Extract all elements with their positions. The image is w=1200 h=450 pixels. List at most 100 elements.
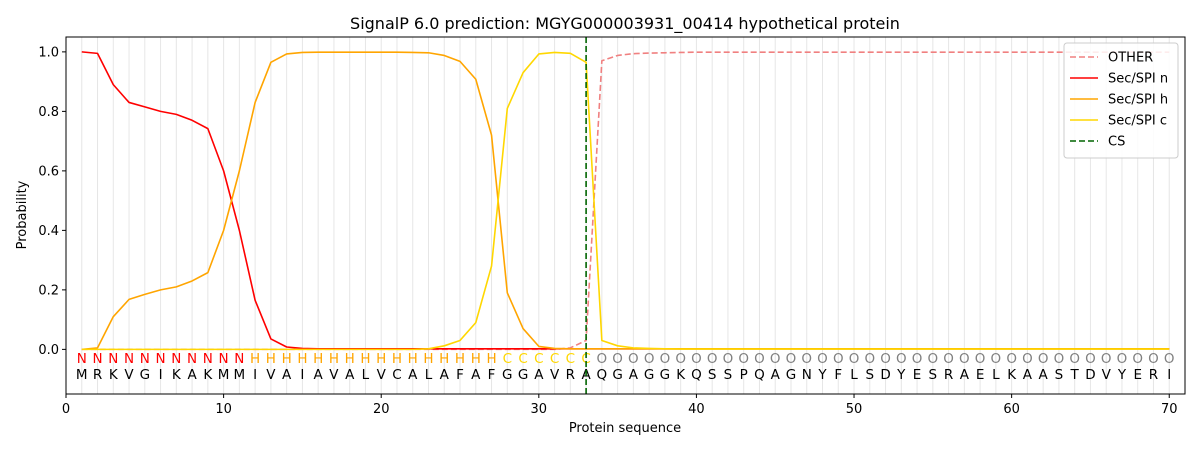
region-label: H <box>471 351 481 367</box>
residue-label: K <box>172 367 182 383</box>
region-label: N <box>187 351 197 367</box>
legend: OTHER Sec/SPI n Sec/SPI h Sec/SPI c CS <box>1063 42 1179 159</box>
region-label: O <box>723 351 734 367</box>
residue-label: V <box>550 367 560 383</box>
series-line-sec-spi-c <box>81 51 1170 351</box>
residue-label: A <box>314 367 324 383</box>
residue-label: A <box>960 367 970 383</box>
residue-label: S <box>724 367 733 383</box>
residue-label: A <box>534 367 544 383</box>
residue-label: N <box>802 367 812 383</box>
legend-label: Sec/SPI c <box>1108 114 1167 129</box>
residue-label: E <box>1133 367 1142 383</box>
region-label: O <box>660 351 671 367</box>
residue-label: R <box>944 367 953 383</box>
region-label: O <box>1038 351 1049 367</box>
region-label: O <box>1101 351 1112 367</box>
residue-label: R <box>93 367 102 383</box>
residue-label: A <box>345 367 355 383</box>
residue-label: I <box>253 367 257 383</box>
residue-label: S <box>708 367 717 383</box>
residue-label: L <box>362 367 370 383</box>
x-axis-title: Protein sequence <box>569 421 681 436</box>
region-label: N <box>203 351 213 367</box>
residue-label: Q <box>597 367 608 383</box>
region-label: N <box>219 351 229 367</box>
residue-label: I <box>159 367 163 383</box>
residue-label: K <box>109 367 119 383</box>
residue-label: E <box>976 367 985 383</box>
residue-label: L <box>425 367 433 383</box>
residue-label: G <box>140 367 150 383</box>
region-label: N <box>124 351 134 367</box>
residue-label: A <box>629 367 639 383</box>
region-label: C <box>550 351 559 367</box>
residue-label: I <box>1167 367 1171 383</box>
residue-label: R <box>566 367 575 383</box>
y-tick-label: 0.4 <box>38 224 59 239</box>
region-label: O <box>675 351 686 367</box>
residue-label: S <box>865 367 874 383</box>
region-label: O <box>612 351 623 367</box>
residue-label: D <box>1085 367 1095 383</box>
region-label: H <box>297 351 307 367</box>
region-label: O <box>959 351 970 367</box>
residue-label: A <box>771 367 781 383</box>
residue-label: S <box>929 367 938 383</box>
region-label: H <box>392 351 402 367</box>
region-label: H <box>266 351 276 367</box>
residue-label: K <box>1007 367 1017 383</box>
region-label: O <box>849 351 860 367</box>
residue-label: E <box>913 367 922 383</box>
region-label: O <box>928 351 939 367</box>
residue-label: V <box>124 367 134 383</box>
residue-label: V <box>266 367 276 383</box>
region-label: N <box>140 351 150 367</box>
region-label: O <box>1069 351 1080 367</box>
region-label: C <box>534 351 543 367</box>
region-label: O <box>1006 351 1017 367</box>
x-tick-label: 50 <box>846 402 863 417</box>
residue-label: T <box>1070 367 1080 383</box>
region-label: O <box>864 351 875 367</box>
region-label: C <box>518 351 527 367</box>
legend-label: Sec/SPI h <box>1108 93 1168 108</box>
region-label: H <box>376 351 386 367</box>
region-label: O <box>738 351 749 367</box>
region-label: C <box>581 351 590 367</box>
residue-label: K <box>676 367 686 383</box>
residue-label: Y <box>817 367 827 383</box>
region-label: O <box>880 351 891 367</box>
region-label: O <box>644 351 655 367</box>
region-label: O <box>1054 351 1065 367</box>
sequence-annotation: NMNRNKNVNGNINKNANKNMNMHIHVHAHIHAHVHAHLHV… <box>76 351 1175 383</box>
region-label: C <box>566 351 575 367</box>
region-label: H <box>439 351 449 367</box>
residue-label: C <box>392 367 401 383</box>
series-line-other <box>81 51 1170 351</box>
y-axis-ticks: 0.0 0.2 0.4 0.6 0.8 1.0 <box>38 45 66 358</box>
region-label: O <box>1022 351 1033 367</box>
region-label: N <box>171 351 181 367</box>
region-label: O <box>1148 351 1159 367</box>
region-label: H <box>486 351 496 367</box>
residue-label: G <box>644 367 654 383</box>
residue-label: G <box>786 367 796 383</box>
residue-label: K <box>203 367 213 383</box>
residue-label: A <box>440 367 450 383</box>
legend-label: Sec/SPI n <box>1108 72 1168 87</box>
vertical-gridlines <box>81 37 1170 394</box>
residue-label: A <box>408 367 418 383</box>
region-label: O <box>833 351 844 367</box>
residue-label: M <box>218 367 230 383</box>
region-label: N <box>156 351 166 367</box>
region-label: O <box>754 351 765 367</box>
legend-label: OTHER <box>1108 51 1153 66</box>
region-label: H <box>313 351 323 367</box>
region-label: O <box>817 351 828 367</box>
region-label: O <box>1132 351 1143 367</box>
x-tick-label: 40 <box>688 402 705 417</box>
x-axis-ticks: 0 10 20 30 40 50 60 70 <box>62 394 1178 417</box>
region-label: O <box>597 351 608 367</box>
